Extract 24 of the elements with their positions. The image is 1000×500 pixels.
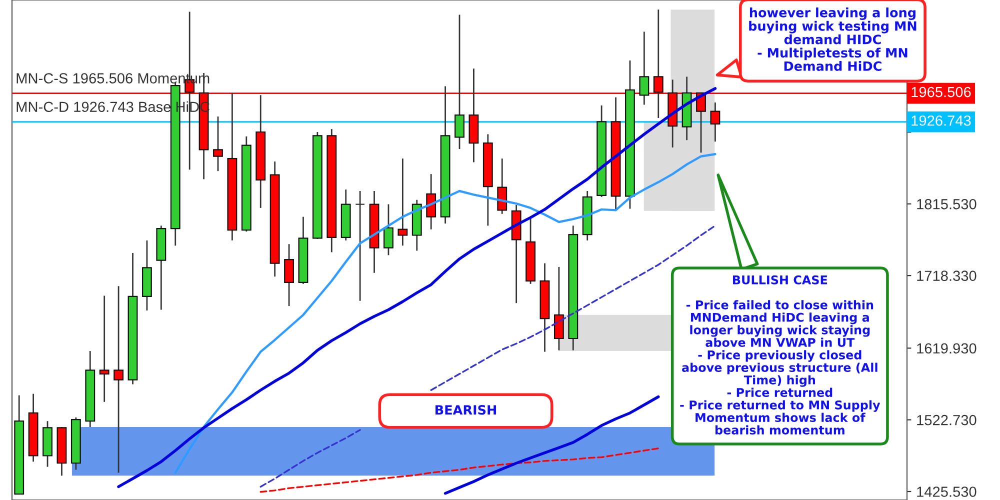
candlestick xyxy=(426,173,436,230)
candlestick xyxy=(454,14,464,150)
text: 1926.743 xyxy=(912,115,971,126)
candlestick xyxy=(114,285,124,474)
candlestick xyxy=(639,31,650,106)
annotation: BEARISH xyxy=(436,405,496,415)
candlestick xyxy=(398,158,408,246)
y-tick-label: 1718.330 xyxy=(917,270,976,281)
candlestick xyxy=(710,102,720,142)
y-tick-label: 1522.730 xyxy=(917,414,976,426)
y-tick-label: 1815.530 xyxy=(917,198,976,210)
candlestick xyxy=(99,295,110,403)
text: 1965.506 xyxy=(912,86,971,98)
candlestick xyxy=(554,266,564,351)
candlestick xyxy=(284,243,294,307)
candlestick xyxy=(384,204,394,256)
text: BULLISH CASE - Price failed to close within MNDemand HiDC leaving a longer buying wick staying above MN VWAP in UT - Price previously closed above previous structure (All Time) high - Price returned - Price returned to MN Supply Momentum shows lack of bearish momentum xyxy=(680,275,880,435)
candlestick xyxy=(497,158,508,215)
candlestick xyxy=(213,116,223,172)
y-tick-label: 1425.530 xyxy=(917,486,976,497)
annotation: however leaving a long buying wick testing MN demand HIDC - Multipletests of MN Demand HiDC xyxy=(749,8,916,71)
y-tick-label: 1619.930 xyxy=(917,343,976,354)
line-series xyxy=(260,448,660,493)
candlestick xyxy=(355,190,366,302)
